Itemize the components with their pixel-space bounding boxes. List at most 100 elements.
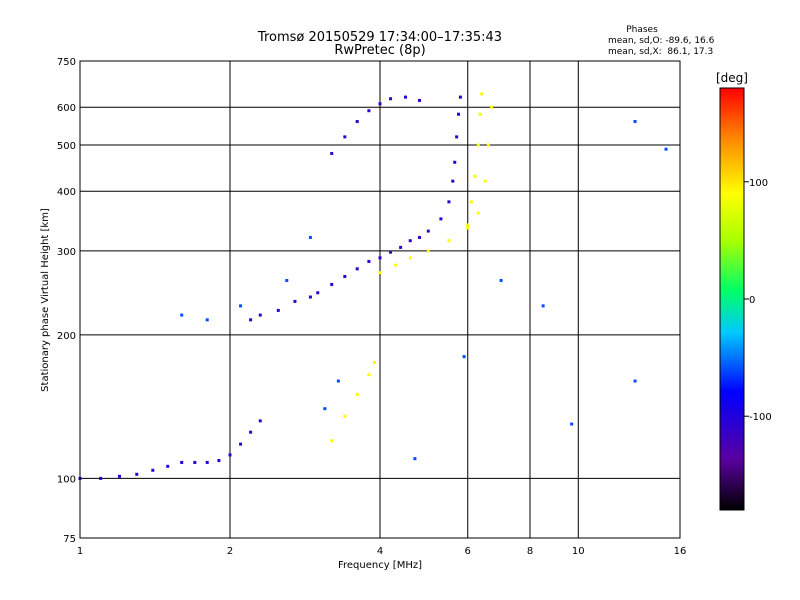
data-point [447, 239, 451, 243]
data-point [403, 95, 407, 99]
data-point [476, 211, 480, 215]
colorbar-tick-label: 0 [749, 295, 755, 306]
data-point [367, 373, 371, 377]
data-point [389, 97, 393, 101]
data-point [473, 174, 477, 178]
plot-frame [79, 60, 681, 539]
data-point [249, 318, 253, 322]
data-point [205, 460, 209, 464]
data-point [466, 226, 470, 230]
data-point [166, 464, 170, 468]
data-point [258, 313, 262, 317]
data-point [367, 259, 371, 263]
y-axis-label: Stationary phase Virtual Height [km] [40, 208, 51, 392]
data-point [323, 407, 327, 411]
data-point [336, 379, 340, 383]
data-point [483, 179, 487, 183]
data-point [355, 392, 359, 396]
grid-lines [80, 61, 680, 538]
data-point [466, 223, 470, 227]
data-point [330, 439, 334, 443]
data-point [476, 143, 480, 147]
chart-title: Tromsø 20150529 17:34:00–17:35:43 [257, 30, 502, 45]
data-point [458, 95, 462, 99]
x-tick-label: 1 [77, 546, 83, 557]
y-tick-label: 750 [57, 57, 76, 68]
data-point [499, 278, 503, 282]
data-point [151, 468, 155, 472]
colorbar [719, 87, 745, 511]
y-tick-label: 100 [57, 474, 76, 485]
data-point [343, 414, 347, 418]
data-point [394, 263, 398, 267]
data-point [633, 120, 637, 124]
colorbar-label: [deg] [716, 71, 748, 85]
data-point [478, 112, 482, 116]
data-point [399, 245, 403, 249]
data-point [117, 474, 121, 478]
data-point [413, 457, 417, 461]
stats-line-x: mean, sd,X: 86.1, 17.3 [608, 47, 713, 57]
data-point [408, 256, 412, 260]
data-point [239, 442, 243, 446]
x-tick-label: 4 [377, 546, 383, 557]
data-point [293, 299, 297, 303]
y-tick-label: 400 [57, 187, 76, 198]
x-tick-label: 10 [572, 546, 585, 557]
x-axis-label: Frequency [MHz] [338, 560, 422, 571]
data-point [451, 179, 455, 183]
data-point [417, 98, 421, 102]
colorbar-ticks: 100 0 -100 [744, 178, 772, 423]
data-point [378, 271, 382, 275]
data-point [570, 422, 574, 426]
x-axis: 1 2 4 6 8 10 16 [77, 546, 687, 557]
y-tick-label: 600 [57, 103, 76, 114]
data-point [541, 304, 545, 308]
colorbar-tick-label: 100 [749, 178, 768, 189]
y-tick-label: 75 [63, 534, 76, 545]
data-point [447, 200, 451, 204]
data-point [180, 313, 184, 317]
data-point [633, 379, 637, 383]
data-point [99, 476, 103, 480]
data-point [193, 460, 197, 464]
data-point [276, 308, 280, 312]
data-point [249, 430, 253, 434]
data-point [664, 147, 668, 151]
data-point [330, 151, 334, 155]
stats-line-o: mean, sd,O: -89.6, 16.6 [608, 36, 715, 46]
data-point [355, 267, 359, 271]
data-point [378, 256, 382, 260]
data-point [455, 135, 459, 139]
data-point [355, 120, 359, 124]
data-points [78, 92, 668, 480]
data-point [426, 229, 430, 233]
data-point [480, 92, 484, 96]
y-tick-label: 200 [57, 331, 76, 342]
x-tick-label: 2 [227, 546, 233, 557]
data-point [367, 109, 371, 113]
data-point [343, 275, 347, 279]
data-point [417, 235, 421, 239]
data-point [469, 200, 473, 204]
data-point [462, 355, 466, 359]
data-point [135, 472, 139, 476]
data-point [373, 360, 377, 364]
data-point [285, 278, 289, 282]
data-point [426, 249, 430, 253]
data-point [408, 239, 412, 243]
data-point [343, 135, 347, 139]
stats-heading: Phases [626, 25, 658, 35]
y-tick-label: 300 [57, 247, 76, 258]
data-point [239, 304, 243, 308]
data-point [205, 318, 209, 322]
x-tick-label: 8 [527, 546, 533, 557]
data-point [457, 112, 461, 116]
y-axis: 75 100 200 300 400 500 600 750 [57, 57, 76, 545]
data-point [180, 460, 184, 464]
data-point [330, 282, 334, 286]
data-point [308, 295, 312, 299]
data-point [217, 459, 221, 463]
x-tick-label: 6 [465, 546, 471, 557]
